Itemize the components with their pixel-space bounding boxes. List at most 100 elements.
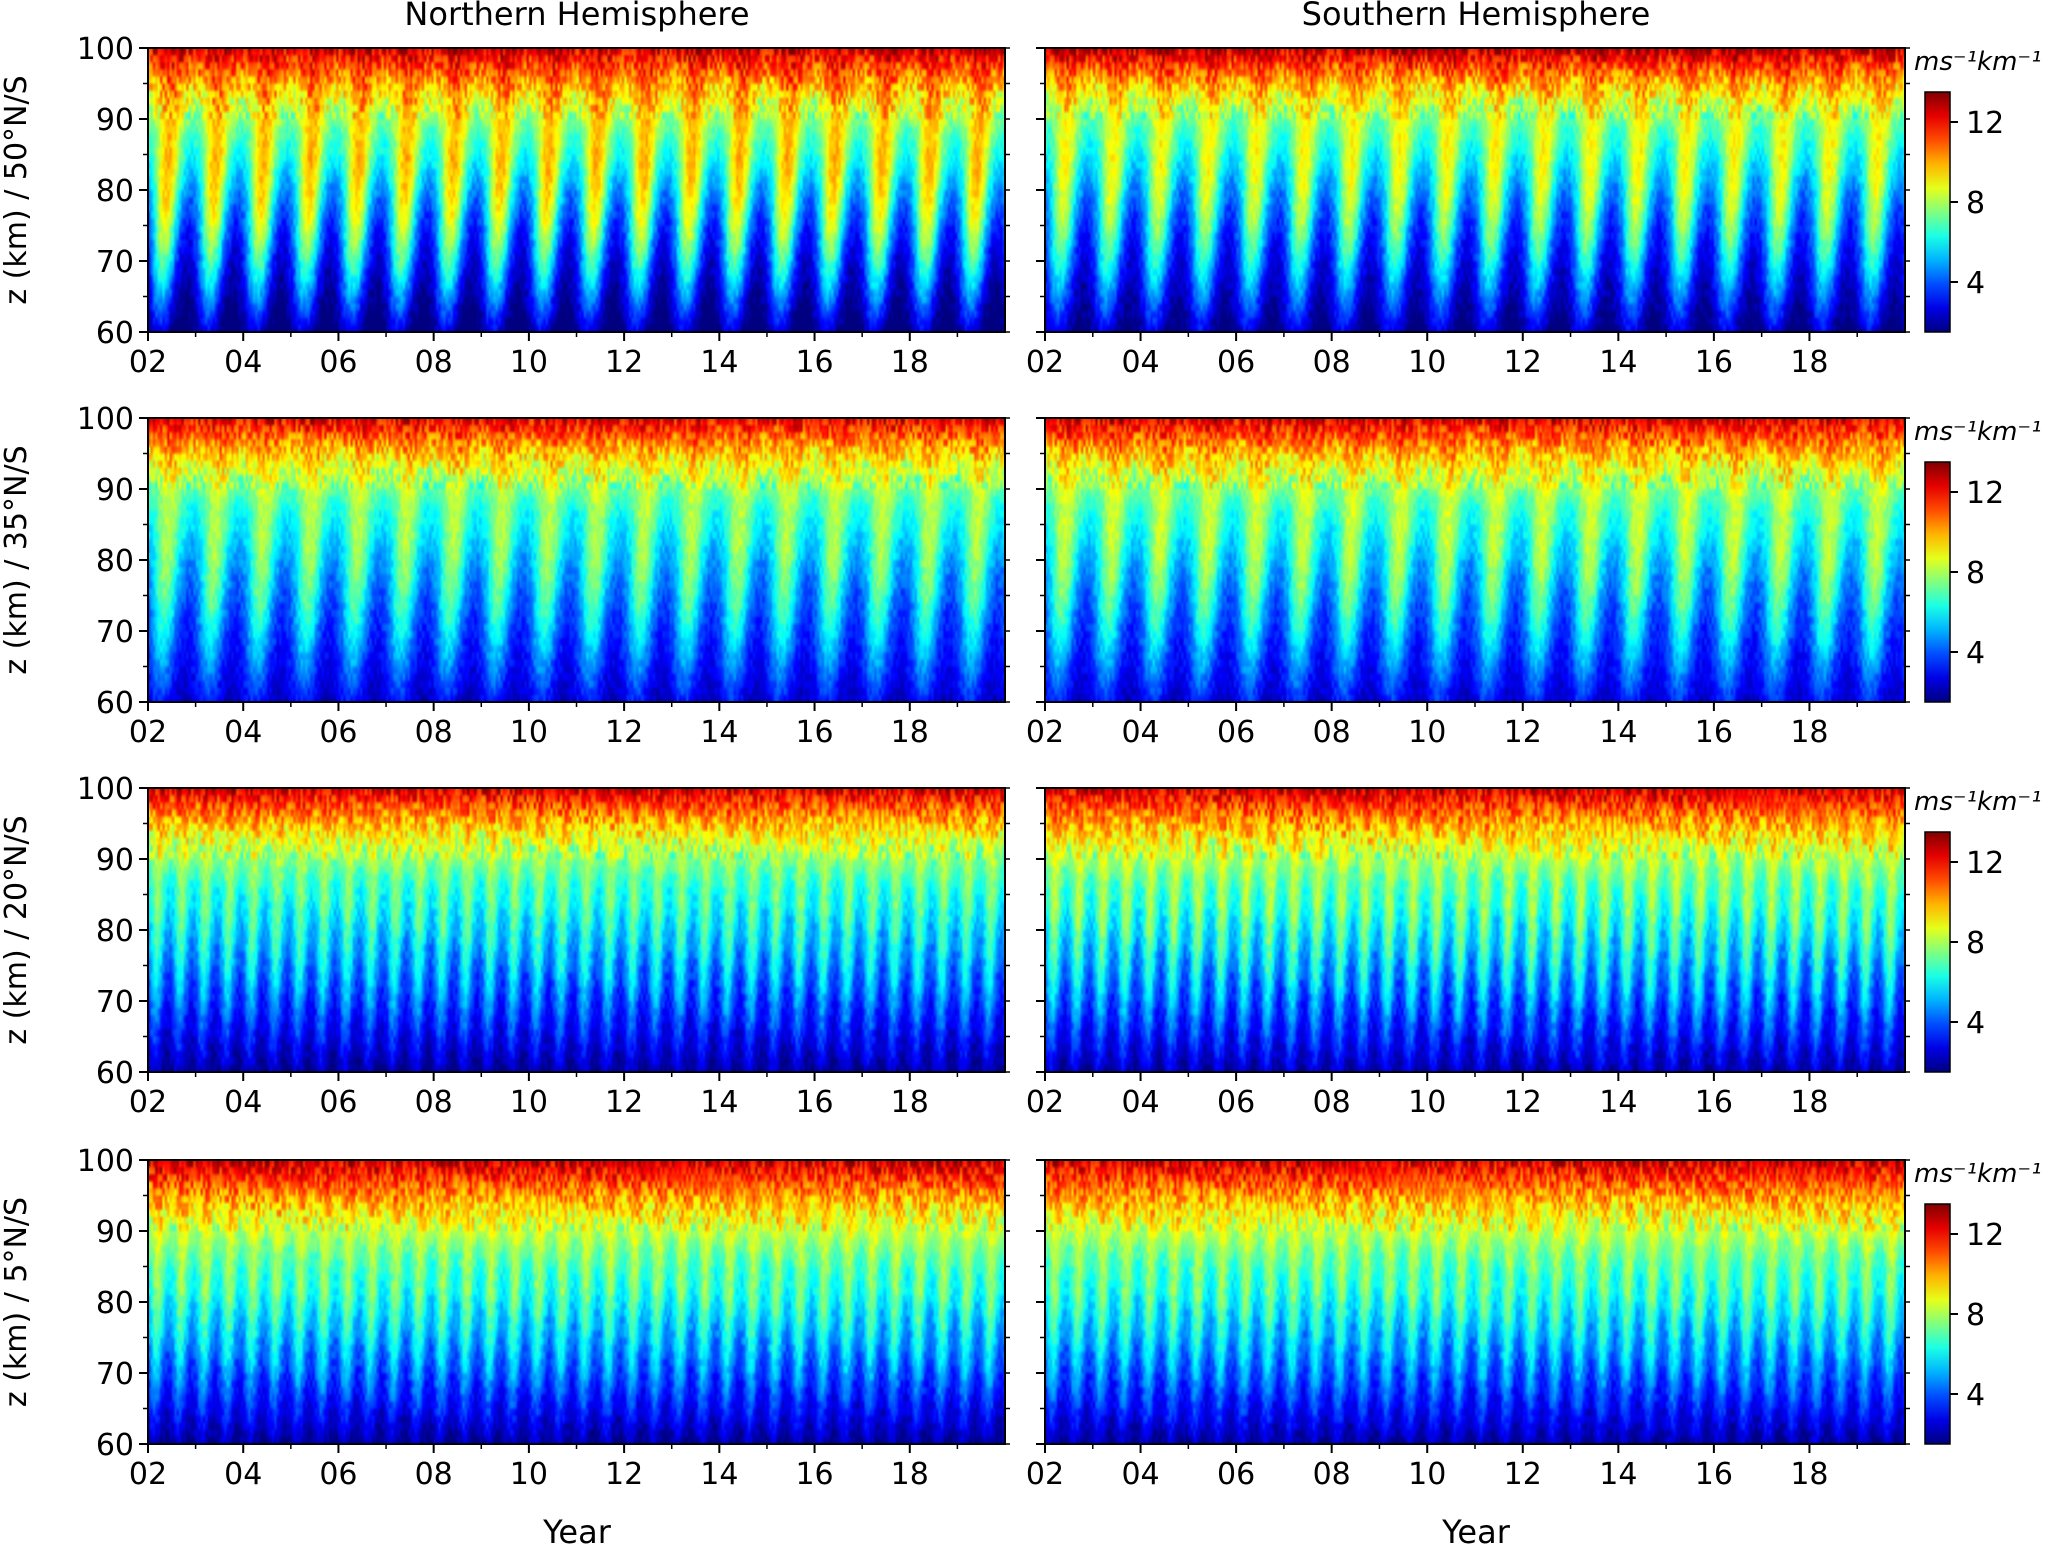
y-tick-label: 100 [77, 1144, 134, 1179]
y-tick-label: 100 [77, 32, 134, 67]
panel-north-2: 02 04 06 08 10 12 14 16 18 60 70 80 90 100 z (km) / 35… [0, 402, 1010, 750]
colorbar-unit-label: ms⁻¹km⁻¹ [1914, 47, 2042, 77]
y-tick-label: 60 [96, 1056, 134, 1091]
x-tick-label: 14 [700, 345, 738, 380]
x-tick-label: 06 [319, 715, 357, 750]
x-tick-label: 14 [1599, 345, 1637, 380]
x-tick-label: 02 [1026, 345, 1064, 380]
colorbar-tick-label: 8 [1966, 1298, 1985, 1333]
x-tick-label: 14 [700, 1457, 738, 1492]
colorbar-tick-label: 12 [1966, 476, 2004, 511]
x-tick-label: 02 [129, 715, 167, 750]
x-axis-label-south: Year [1441, 1513, 1511, 1548]
x-tick-label: 02 [1026, 715, 1064, 750]
x-tick-label: 10 [510, 1457, 548, 1492]
x-tick-label: 14 [700, 1085, 738, 1120]
x-tick-label: 04 [224, 345, 262, 380]
colorbar-unit-label: ms⁻¹km⁻¹ [1914, 787, 2042, 817]
y-axis-label: z (km) / 35°N/S [0, 445, 34, 674]
x-tick-label: 18 [1790, 715, 1828, 750]
x-tick-label: 08 [1313, 1085, 1351, 1120]
x-tick-label: 02 [129, 1457, 167, 1492]
colorbar-tick-label: 4 [1966, 266, 1985, 301]
x-tick-label: 12 [605, 345, 643, 380]
x-tick-label: 12 [605, 1085, 643, 1120]
y-tick-label: 70 [96, 615, 134, 650]
x-tick-label: 18 [1790, 1085, 1828, 1120]
x-tick-label: 08 [415, 1085, 453, 1120]
y-tick-label: 90 [96, 843, 134, 878]
colorbar-unit-label: ms⁻¹km⁻¹ [1914, 417, 2042, 447]
x-tick-label: 02 [1026, 1457, 1064, 1492]
x-tick-label: 12 [605, 715, 643, 750]
x-tick-label: 14 [1599, 715, 1637, 750]
x-tick-label: 08 [415, 345, 453, 380]
y-tick-label: 80 [96, 1286, 134, 1321]
x-tick-label: 06 [1217, 715, 1255, 750]
colorbar-unit-label: ms⁻¹km⁻¹ [1914, 1159, 2042, 1189]
x-tick-label: 14 [1599, 1085, 1637, 1120]
column-title-south: Southern Hemisphere [1302, 0, 1651, 33]
x-tick-label: 18 [1790, 345, 1828, 380]
x-tick-label: 04 [1121, 345, 1159, 380]
x-tick-label: 08 [1313, 1457, 1351, 1492]
y-tick-label: 90 [96, 473, 134, 508]
panel-north-1: 02 04 06 08 10 12 14 16 18 60 70 80 90 100 z (km) / 50… [0, 32, 1010, 380]
heatmap-field [1045, 1160, 1905, 1444]
x-tick-label: 18 [1790, 1457, 1828, 1492]
y-tick-label: 100 [77, 772, 134, 807]
x-tick-label: 10 [510, 715, 548, 750]
y-tick-label: 70 [96, 245, 134, 280]
x-tick-label: 10 [510, 1085, 548, 1120]
x-tick-label: 12 [1504, 1085, 1542, 1120]
x-tick-label: 06 [1217, 1457, 1255, 1492]
colorbar [1924, 461, 1951, 703]
heatmap-field [1045, 48, 1905, 332]
panel-south-1: 02 04 06 08 10 12 14 16 18 4 8 12 ms⁻¹km⁻¹ [1026, 47, 2042, 380]
panel-north-4: 02 04 06 08 10 12 14 16 18 60 70 80 90 100 z (km) / 5°… [0, 1144, 1010, 1492]
x-tick-label: 18 [891, 1085, 929, 1120]
x-tick-label: 10 [510, 345, 548, 380]
x-tick-label: 04 [1121, 1085, 1159, 1120]
x-tick-label: 12 [605, 1457, 643, 1492]
x-tick-label: 04 [1121, 1457, 1159, 1492]
panel-north-3: 02 04 06 08 10 12 14 16 18 60 70 80 90 100 z (km) / 20… [0, 772, 1010, 1120]
colorbar-tick-label: 12 [1966, 106, 2004, 141]
colorbar-tick-label: 8 [1966, 556, 1985, 591]
y-axis-label: z (km) / 20°N/S [0, 815, 34, 1044]
heatmap-field [148, 1160, 1005, 1444]
x-tick-label: 08 [415, 1457, 453, 1492]
x-tick-label: 16 [1695, 715, 1733, 750]
x-tick-label: 06 [1217, 1085, 1255, 1120]
x-tick-label: 16 [1695, 345, 1733, 380]
x-tick-label: 06 [319, 1457, 357, 1492]
y-tick-label: 90 [96, 103, 134, 138]
x-tick-label: 04 [224, 715, 262, 750]
x-tick-label: 14 [700, 715, 738, 750]
y-tick-label: 70 [96, 985, 134, 1020]
panel-south-4: 02 04 06 08 10 12 14 16 18 4 8 12 ms⁻¹km⁻¹ [1026, 1159, 2042, 1492]
x-tick-label: 02 [129, 345, 167, 380]
colorbar-tick-label: 4 [1966, 1378, 1985, 1413]
x-tick-label: 14 [1599, 1457, 1637, 1492]
x-tick-label: 16 [1695, 1085, 1733, 1120]
x-tick-label: 04 [224, 1085, 262, 1120]
x-tick-label: 10 [1408, 1085, 1446, 1120]
x-tick-label: 04 [224, 1457, 262, 1492]
y-tick-label: 60 [96, 316, 134, 351]
panel-south-2: 02 04 06 08 10 12 14 16 18 4 8 12 ms⁻¹km⁻¹ [1026, 417, 2042, 750]
colorbar-tick-label: 12 [1966, 1218, 2004, 1253]
y-tick-label: 80 [96, 544, 134, 579]
y-tick-label: 80 [96, 914, 134, 949]
x-tick-label: 06 [319, 1085, 357, 1120]
x-tick-label: 06 [1217, 345, 1255, 380]
x-tick-label: 06 [319, 345, 357, 380]
x-tick-label: 10 [1408, 1457, 1446, 1492]
x-tick-label: 12 [1504, 1457, 1542, 1492]
column-title-north: Northern Hemisphere [404, 0, 749, 33]
colorbar [1924, 1203, 1951, 1445]
x-tick-label: 18 [891, 715, 929, 750]
colorbar-tick-label: 8 [1966, 926, 1985, 961]
x-tick-label: 02 [129, 1085, 167, 1120]
